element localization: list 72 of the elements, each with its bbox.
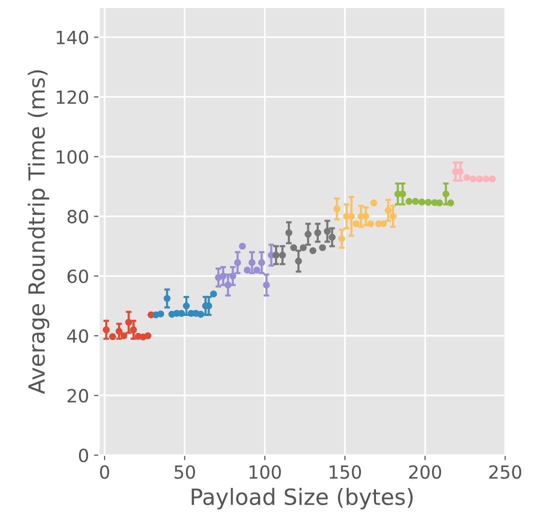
- x-tick-label: 100: [250, 465, 281, 479]
- point: [238, 242, 246, 250]
- point: [102, 326, 110, 334]
- point: [418, 198, 426, 206]
- point: [399, 190, 406, 198]
- point: [220, 272, 227, 280]
- point: [272, 252, 280, 259]
- point: [390, 212, 396, 220]
- point: [125, 318, 132, 326]
- x-axis-title: Payload Size (bytes): [192, 488, 413, 510]
- point: [278, 252, 286, 259]
- point: [197, 310, 204, 318]
- point: [285, 229, 292, 236]
- point: [300, 244, 307, 252]
- y-tick-label: 80: [68, 210, 88, 224]
- point: [157, 310, 164, 318]
- point: [290, 244, 298, 252]
- point: [463, 174, 470, 181]
- point: [328, 234, 336, 241]
- point: [470, 176, 477, 182]
- y-tick-label: 20: [68, 388, 88, 403]
- y-tick-label: 40: [67, 329, 88, 343]
- point: [482, 176, 490, 182]
- x-tick-label: 0: [100, 465, 110, 479]
- y-tick-label: 60: [68, 270, 88, 284]
- point: [258, 259, 266, 266]
- y-tick-label: 0: [78, 448, 88, 462]
- point: [295, 258, 302, 265]
- point: [244, 266, 251, 274]
- point: [476, 176, 484, 182]
- point: [178, 310, 185, 317]
- point: [248, 259, 256, 266]
- point: [424, 198, 432, 206]
- point: [370, 199, 378, 206]
- point: [224, 282, 232, 288]
- point: [262, 282, 270, 288]
- x-tick-label: 150: [330, 465, 361, 479]
- point: [488, 176, 496, 182]
- point: [384, 206, 392, 214]
- point: [210, 290, 218, 298]
- y-tick-label: 140: [56, 30, 88, 44]
- y-axis-title: Average Roundtrip Time (ms): [28, 70, 50, 394]
- point: [352, 220, 360, 228]
- point: [447, 199, 454, 206]
- point: [116, 328, 122, 335]
- point: [314, 229, 322, 236]
- point: [406, 198, 413, 205]
- point: [367, 220, 374, 228]
- x-tick-label: 250: [489, 465, 522, 479]
- point: [130, 326, 137, 334]
- point: [309, 247, 316, 254]
- x-tick-label: 200: [409, 465, 442, 479]
- point: [442, 190, 450, 198]
- point: [362, 212, 370, 220]
- point: [333, 205, 340, 212]
- y-tick-label: 100: [56, 150, 88, 164]
- point: [120, 332, 128, 340]
- point: [412, 198, 419, 205]
- point: [234, 259, 242, 266]
- point: [253, 266, 260, 274]
- point: [229, 272, 236, 280]
- point: [304, 230, 312, 238]
- y-tick-label: 120: [56, 90, 88, 104]
- point: [144, 332, 152, 340]
- point: [109, 333, 116, 340]
- point: [324, 228, 331, 235]
- point: [338, 235, 346, 242]
- point: [436, 199, 443, 206]
- point: [182, 302, 190, 310]
- x-tick-label: 50: [174, 465, 196, 479]
- point: [164, 294, 171, 302]
- point: [319, 244, 326, 252]
